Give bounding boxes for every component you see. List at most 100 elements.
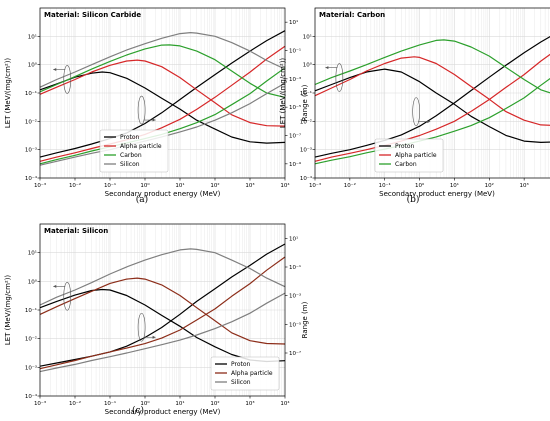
let-curve (314, 56, 550, 126)
x-tick-label: 10² (210, 400, 219, 407)
panel-c: 10⁻³ 10⁻² 10⁻¹ 10⁰ 10¹ 10² 10³ 10⁴ 10⁻⁴ 10⁻³ 10⁻² 1… (0, 214, 309, 421)
y-left-tick-label: 10⁻² (25, 336, 37, 343)
y-right-tick-label: 10⁻³ (289, 76, 301, 83)
x-tick-label: 10⁰ (140, 400, 150, 407)
x-axis-label: Secondary product energy (MeV) (379, 190, 495, 198)
y-left-tick-label: 10⁻⁴ (300, 175, 313, 182)
y-left-tick-label: 10⁻³ (300, 147, 312, 154)
let-curve-marker (335, 63, 344, 92)
let-curve (39, 44, 286, 98)
range-curve-marker (412, 97, 420, 126)
y-left-tick-label: 10⁻⁴ (25, 175, 38, 182)
legend-label: Proton (231, 361, 251, 368)
let-curve (314, 68, 550, 143)
y-right-tick-label: 10⁻⁹ (289, 161, 301, 168)
range-curve (39, 243, 286, 367)
y-left-axis-label: LET (MeV/(mg/cm²)) (4, 58, 12, 129)
x-axis-label: Secondary product energy (MeV) (105, 408, 221, 416)
y-right-tick-label: 10⁻³ (289, 293, 301, 300)
range-curve-marker (137, 95, 146, 125)
range-curve (314, 53, 550, 162)
range-curve (39, 256, 286, 370)
y-left-tick-label: 10⁻¹ (25, 90, 37, 97)
y-left-axis-label: LET (MeV/(mg/cm²)) (4, 275, 12, 346)
y-left-tick-label: 10⁻¹ (300, 90, 312, 97)
let-curve (314, 39, 550, 94)
chart-b: 10⁻³10⁻²10⁻¹10⁰10¹10²10³10⁴10⁻⁴10⁻³10⁻²1… (279, 7, 550, 198)
y-left-tick-label: 10⁻² (25, 118, 37, 125)
x-tick-label: 10⁻¹ (379, 182, 391, 189)
caption-b: (b) (406, 195, 420, 205)
let-curve (39, 248, 286, 306)
legend-label: Proton (120, 134, 140, 141)
x-axis-label: Secondary product energy (MeV) (105, 190, 221, 198)
y-left-tick-label: 10⁰ (303, 62, 313, 69)
right-arrow-head (152, 118, 156, 122)
x-tick-label: 10³ (245, 182, 254, 189)
grid (39, 223, 285, 397)
y-left-tick-label: 10⁻³ (25, 147, 37, 154)
x-tick-label: 10⁻¹ (104, 400, 116, 407)
x-tick-label: 10⁰ (140, 182, 150, 189)
legend (374, 138, 444, 173)
x-tick-label: 10⁻¹ (104, 182, 116, 189)
y-left-tick-label: 10¹ (28, 250, 37, 257)
legend (210, 356, 280, 391)
x-tick-label: 10² (210, 182, 219, 189)
left-arrow-head (53, 284, 57, 288)
x-tick-label: 10⁻² (69, 182, 81, 189)
x-tick-label: 10⁻³ (34, 400, 46, 407)
y-left-tick-label: 10⁻² (300, 118, 312, 125)
x-tick-label: 10¹ (450, 182, 459, 189)
y-right-tick-label: 10¹ (289, 235, 298, 242)
chart-title: Material: Silicon (44, 227, 108, 235)
range-curve (39, 30, 286, 158)
x-tick-label: 10³ (245, 400, 254, 407)
x-tick-label: 10² (485, 182, 494, 189)
x-tick-label: 10⁻³ (34, 182, 46, 189)
y-right-tick-label: 10⁻⁵ (289, 104, 301, 111)
y-left-tick-label: 10¹ (28, 33, 37, 40)
panel-b: 10⁻³10⁻²10⁻¹10⁰10¹10²10³10⁴10⁻⁴10⁻³10⁻²1… (275, 0, 550, 210)
let-curve-marker (63, 282, 72, 311)
x-tick-label: 10⁻² (344, 182, 356, 189)
x-tick-label: 10⁰ (415, 182, 425, 189)
y-right-axis-label: Range (m) (301, 84, 309, 121)
chart-a: 10⁻³ 10⁻² 10⁻¹ 10⁰ 10¹ 10² 10³ 10⁴10⁻⁴10⁻³10⁻²1… (4, 7, 309, 198)
legend-label: Carbon (395, 161, 417, 168)
let-curve-marker (63, 65, 72, 94)
range-curve (39, 292, 286, 373)
y-right-tick-label: 10⁻¹ (289, 48, 301, 55)
x-tick-label: 10¹ (175, 400, 184, 407)
range-curve (314, 35, 550, 158)
y-right-axis-label: Range (m) (301, 301, 309, 338)
legend-label: Silicon (231, 379, 251, 386)
legend-label: Alpha particle (120, 143, 162, 150)
caption-c: (c) (131, 406, 145, 416)
x-tick-label: 10⁻³ (309, 182, 321, 189)
y-right-tick-label: 10⁻⁷ (289, 133, 301, 140)
legend-label: Proton (395, 143, 415, 150)
chart-title: Material: Carbon (319, 11, 385, 19)
legend-label: Carbon (120, 152, 142, 159)
y-left-tick-label: 10⁻¹ (25, 307, 37, 314)
left-arrow-head (325, 66, 329, 70)
left-arrow-head (53, 67, 57, 71)
y-right-tick-label: 10⁻⁵ (289, 321, 301, 328)
caption-a: (a) (135, 195, 149, 205)
y-right-tick-label: 10⁻¹ (289, 264, 301, 271)
y-right-tick-label: 10¹ (289, 19, 298, 26)
chart-c: 10⁻³ 10⁻² 10⁻¹ 10⁰ 10¹ 10² 10³ 10⁴10⁻⁴10⁻³10⁻²1… (4, 223, 309, 416)
x-tick-label: 10⁴ (280, 400, 290, 407)
y-left-tick-label: 10⁰ (28, 62, 38, 69)
let-curve (39, 59, 286, 127)
range-curve (39, 45, 286, 162)
legend (99, 129, 169, 173)
y-left-tick-label: 10¹ (303, 33, 312, 40)
legend-label: Alpha particle (231, 370, 273, 377)
range-curve-marker (137, 312, 146, 342)
y-left-tick-label: 10⁻⁴ (25, 393, 38, 400)
x-tick-label: 10⁻² (69, 400, 81, 407)
range-curve (314, 77, 550, 165)
legend-label: Silicon (120, 161, 140, 168)
